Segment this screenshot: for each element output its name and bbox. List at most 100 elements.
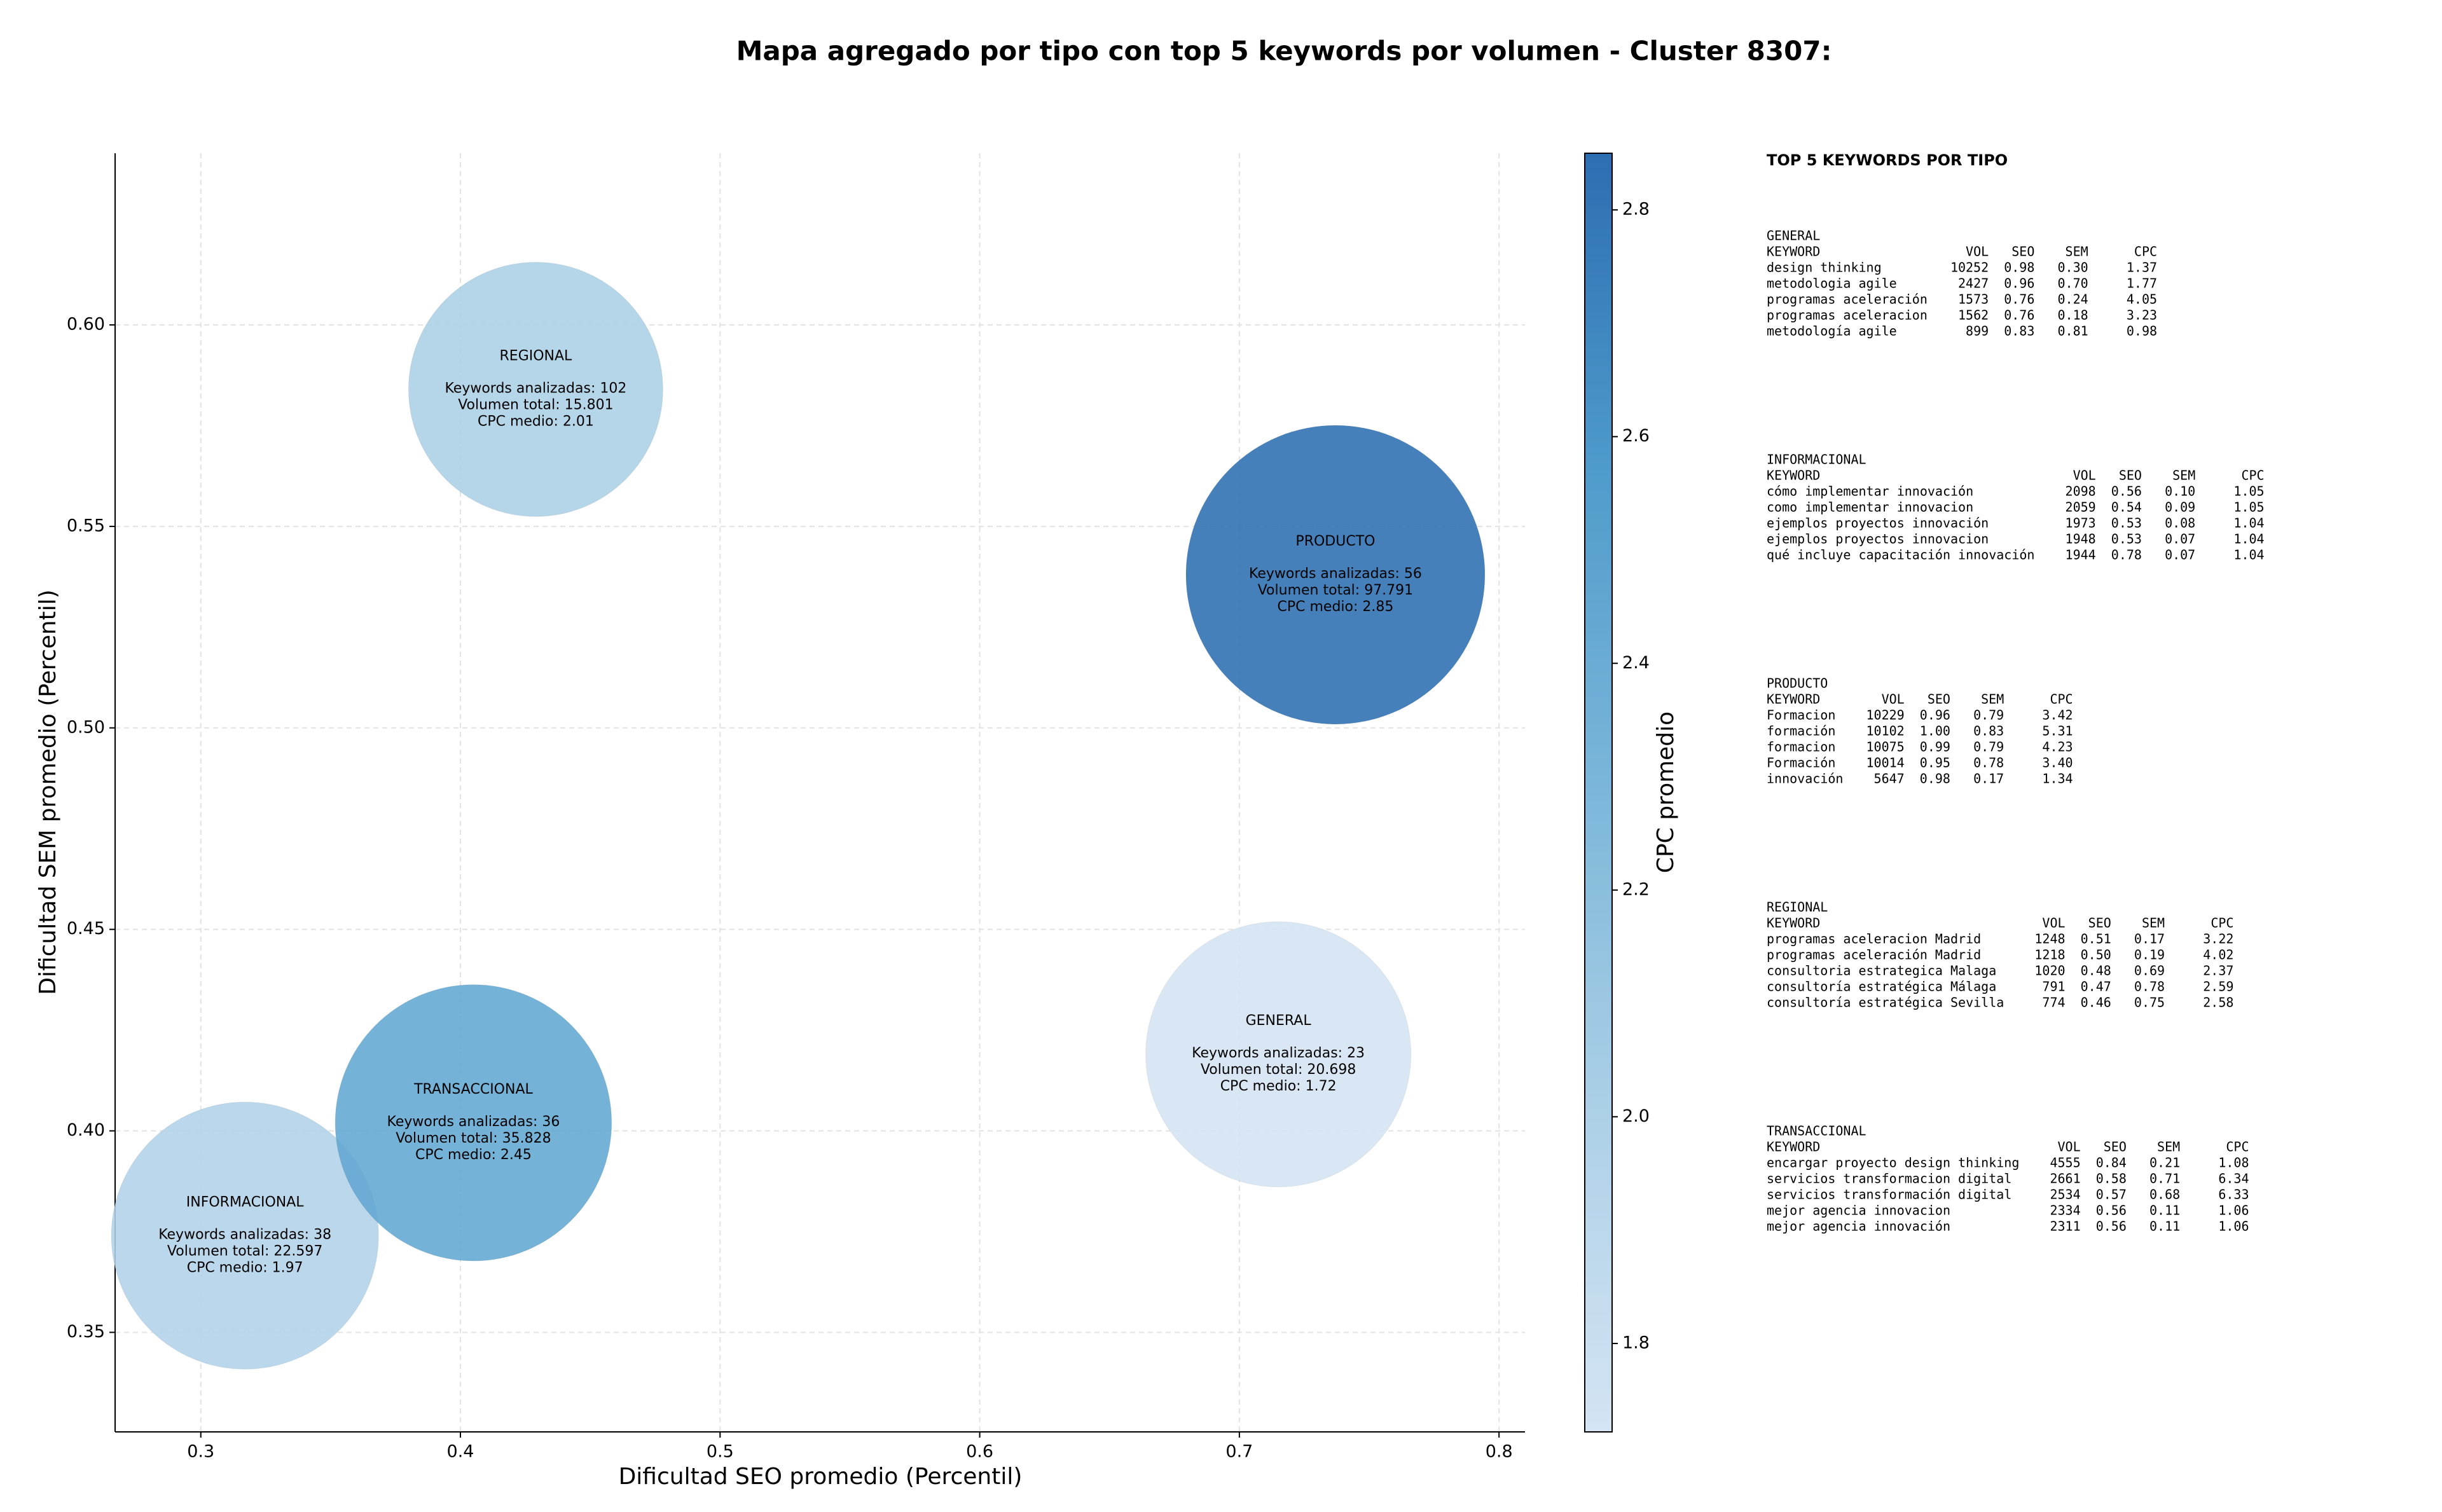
- colorbar: [1584, 153, 1613, 1433]
- table-cell: 1.00: [1920, 724, 1950, 739]
- y-tick-label: 0.55: [67, 516, 105, 535]
- bubble-label: Keywords analizadas: 38: [158, 1227, 331, 1242]
- table-cell: 10014: [1866, 755, 1905, 771]
- table-cell: 2098: [2066, 484, 2096, 499]
- table-cell: encargar proyecto design thinking: [1767, 1155, 2019, 1171]
- table-cell: 791: [2042, 979, 2065, 994]
- table-cell: 0.56: [2111, 484, 2142, 499]
- bubble-label: Volumen total: 20.698: [1201, 1062, 1356, 1078]
- column-header: SEO: [2104, 1139, 2127, 1155]
- bubble: [111, 1101, 379, 1370]
- colorbar-label: CPC promedio: [1653, 711, 1679, 873]
- table-cell: ejemplos proyectos innovación: [1767, 516, 1989, 531]
- table-cell: mejor agencia innovacion: [1767, 1203, 1950, 1218]
- table-cell: 0.57: [2096, 1187, 2127, 1202]
- bubble-label: Keywords analizadas: 36: [387, 1114, 560, 1130]
- table-cell: 6.33: [2218, 1187, 2249, 1202]
- table-cell: 0.18: [2058, 308, 2088, 323]
- table-cell: 0.11: [2149, 1203, 2180, 1218]
- table-cell: 0.69: [2134, 963, 2165, 979]
- column-header: KEYWORD: [1767, 244, 1820, 259]
- table-cell: metodologia agile: [1767, 276, 1897, 291]
- table-cell: cómo implementar innovación: [1767, 484, 1973, 499]
- table-cell: 2.37: [2203, 963, 2233, 979]
- table-cell: 0.58: [2096, 1171, 2127, 1186]
- table-cell: 2.58: [2203, 995, 2233, 1010]
- table-cell: 0.56: [2096, 1203, 2127, 1218]
- column-header: CPC: [2241, 468, 2264, 483]
- bubble-name: INFORMACIONAL: [186, 1194, 305, 1210]
- table-cell: 0.08: [2165, 516, 2195, 531]
- bubble-label: CPC medio: 1.97: [187, 1260, 303, 1275]
- column-header: SEM: [2066, 244, 2088, 259]
- table-cell: consultoría estratégica Málaga: [1767, 979, 1996, 994]
- table-cell: innovación: [1767, 771, 1843, 787]
- table-cell: 0.78: [1973, 755, 2004, 771]
- table-cell: 0.78: [2134, 979, 2165, 994]
- table-cell: 1573: [1958, 292, 1989, 307]
- table-cell: 10252: [1950, 260, 1989, 275]
- table-cell: 0.07: [2165, 547, 2195, 563]
- table-cell: 2334: [2050, 1203, 2080, 1218]
- column-header: SEO: [2011, 244, 2034, 259]
- table-cell: 4.05: [2127, 292, 2157, 307]
- column-header: KEYWORD: [1767, 692, 1820, 707]
- column-header: KEYWORD: [1767, 1139, 1820, 1155]
- table-cell: 2311: [2050, 1219, 2080, 1234]
- y-tick-label: 0.40: [67, 1120, 105, 1140]
- table-cell: 0.50: [2081, 947, 2111, 963]
- table-cell: programas aceleración: [1767, 292, 1928, 307]
- bubble-label: Volumen total: 35.828: [396, 1131, 551, 1146]
- colorbar-tick-label: 1.8: [1622, 1333, 1650, 1352]
- table-cell: como implementar innovacion: [1767, 500, 1973, 515]
- colorbar-tick-label: 2.8: [1622, 200, 1650, 219]
- table-cell: 0.17: [2134, 931, 2165, 947]
- x-axis-label: Dificultad SEO promedio (Percentil): [619, 1464, 1023, 1490]
- x-tick-label: 0.3: [187, 1442, 214, 1462]
- table-cell: 1.05: [2233, 484, 2264, 499]
- column-header: CPC: [2211, 916, 2233, 931]
- bubble: [1185, 425, 1486, 725]
- colorbar-tick-label: 2.6: [1622, 426, 1650, 446]
- table-cell: 0.56: [2096, 1219, 2127, 1234]
- column-header: KEYWORD: [1767, 468, 1820, 483]
- table-cell: 0.78: [2111, 547, 2142, 563]
- table-cell: 0.79: [1973, 708, 2004, 723]
- table-cell: 10102: [1866, 724, 1905, 739]
- table-cell: 1.04: [2233, 532, 2264, 547]
- colorbar-tick-label: 2.0: [1622, 1106, 1650, 1126]
- table-cell: 0.70: [2058, 276, 2088, 291]
- table-cell: 0.48: [2081, 963, 2111, 979]
- table-cell: 0.19: [2134, 947, 2165, 963]
- section-title: GENERAL: [1767, 228, 1820, 244]
- y-tick-label: 0.45: [67, 919, 105, 938]
- table-cell: 0.96: [2004, 276, 2034, 291]
- column-header: SEM: [2142, 916, 2165, 931]
- bubble-label: CPC medio: 2.45: [415, 1147, 532, 1163]
- table-cell: 0.07: [2165, 532, 2195, 547]
- table-cell: mejor agencia innovación: [1767, 1219, 1950, 1234]
- table-cell: 0.75: [2134, 995, 2165, 1010]
- table-cell: 2534: [2050, 1187, 2080, 1202]
- table-cell: 0.84: [2096, 1155, 2127, 1171]
- table-cell: 1.06: [2218, 1219, 2249, 1234]
- table-cell: 0.53: [2111, 532, 2142, 547]
- table-cell: 0.98: [2127, 324, 2157, 339]
- table-cell: 0.98: [1920, 771, 1950, 787]
- column-header: CPC: [2050, 692, 2073, 707]
- table-cell: 0.51: [2081, 931, 2111, 947]
- column-header: SEM: [1981, 692, 2004, 707]
- bubble-label: CPC medio: 2.85: [1278, 599, 1394, 615]
- table-cell: 10229: [1866, 708, 1905, 723]
- bubble-label: Volumen total: 97.791: [1258, 582, 1413, 598]
- table-cell: 1248: [2034, 931, 2065, 947]
- panel-title: TOP 5 KEYWORDS POR TIPO: [1767, 151, 2008, 169]
- column-header: KEYWORD: [1767, 916, 1820, 931]
- table-cell: 0.76: [2004, 308, 2034, 323]
- y-axis-label: Dificultad SEM promedio (Percentil): [35, 589, 61, 995]
- bubble: [335, 984, 612, 1261]
- table-cell: 5.31: [2042, 724, 2073, 739]
- bubble-name: GENERAL: [1246, 1013, 1312, 1029]
- table-cell: Formacion: [1767, 708, 1835, 723]
